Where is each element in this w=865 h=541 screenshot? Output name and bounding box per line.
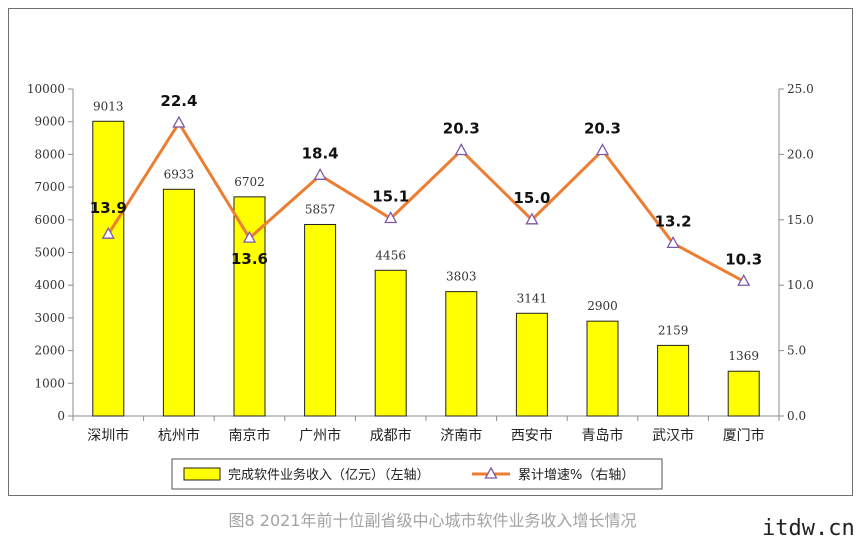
bar	[515, 312, 548, 417]
left-tick-label: 5000	[34, 246, 65, 260]
bar	[727, 370, 760, 417]
line-value-label: 15.1	[372, 187, 409, 205]
left-tick-label: 10000	[27, 82, 65, 96]
growth-line	[107, 121, 745, 283]
bar-value-label: 9013	[93, 99, 124, 113]
line-marker	[101, 226, 115, 239]
legend-line-marker	[484, 466, 498, 479]
bar	[374, 269, 407, 417]
bar-value-label: 1369	[728, 349, 759, 363]
x-tick-label: 南京市	[229, 427, 271, 444]
bar-value-label: 3141	[517, 291, 548, 305]
left-tick-label: 2000	[34, 344, 65, 358]
right-tick-label: 10.0	[787, 278, 814, 292]
x-tick-label: 西安市	[511, 427, 553, 444]
bar	[162, 188, 195, 417]
left-tick-label: 4000	[34, 278, 65, 292]
bar	[657, 344, 690, 417]
line-value-label: 13.6	[231, 250, 268, 268]
line-value-label: 13.9	[90, 199, 127, 217]
line-marker	[595, 143, 610, 156]
left-tick-label: 8000	[34, 147, 65, 161]
bar	[586, 320, 619, 417]
right-tick-label: 15.0	[787, 213, 814, 227]
line-value-label: 15.0	[513, 189, 550, 207]
left-tick-label: 9000	[34, 115, 65, 129]
line-value-label: 13.2	[655, 212, 692, 230]
line-value-label: 20.3	[584, 119, 621, 137]
left-tick-label: 7000	[34, 180, 65, 194]
figure-caption: 图8 2021年前十位副省级中心城市软件业务收入增长情况	[228, 511, 637, 530]
left-tick-label: 1000	[34, 376, 65, 390]
bar-value-label: 6702	[234, 175, 265, 189]
x-tick-label: 厦门市	[723, 427, 765, 444]
bar-value-label: 4456	[375, 248, 406, 262]
bar	[304, 223, 337, 417]
bar-value-label: 2900	[587, 299, 618, 313]
chart-svg: 0 1000 2000 3000 4000 5000 6000 7000 8000 9000 100…	[27, 82, 814, 490]
line-marker	[454, 143, 468, 156]
bar-value-label: 2159	[658, 323, 689, 337]
legend-line-label: 累计增速%（右轴）	[518, 468, 634, 483]
line-marker	[384, 211, 398, 224]
x-tick-label: 广州市	[299, 427, 341, 444]
bar-value-label: 6933	[164, 167, 195, 181]
legend-bar-label: 完成软件业务收入（亿元）（左轴）	[228, 467, 430, 483]
legend-box	[171, 458, 663, 490]
chart-frame: 0 1000 2000 3000 4000 5000 6000 7000 8000 9000 100…	[8, 8, 853, 496]
bar	[445, 291, 478, 417]
line-value-label: 22.4	[160, 92, 197, 110]
line-marker	[666, 235, 680, 248]
line-value-label: 20.3	[443, 119, 480, 137]
left-tick-label: 3000	[34, 311, 65, 325]
line-marker	[737, 273, 751, 286]
x-tick-label: 深圳市	[87, 427, 129, 444]
x-tick-label: 济南市	[440, 427, 482, 444]
right-tick-label: 5.0	[787, 344, 806, 358]
right-tick-label: 25.0	[787, 82, 814, 96]
line-value-label: 18.4	[302, 144, 339, 162]
x-tick-label: 成都市	[370, 427, 412, 444]
line-marker	[172, 115, 186, 128]
right-tick-label: 20.0	[787, 147, 814, 161]
legend-bar-swatch	[183, 467, 221, 481]
line-marker	[242, 230, 257, 243]
watermark: itdw.cn	[762, 516, 855, 541]
x-tick-label: 青岛市	[582, 427, 624, 444]
left-tick-label: 6000	[34, 213, 65, 227]
left-tick-label: 0	[57, 409, 65, 423]
bar-value-label: 5857	[305, 202, 336, 216]
line-value-label: 10.3	[725, 250, 762, 268]
bar	[92, 120, 125, 417]
line-marker	[313, 167, 327, 180]
line-marker	[525, 212, 539, 225]
right-tick-label: 0.0	[787, 409, 806, 423]
x-tick-label: 杭州市	[158, 427, 200, 444]
x-tick-label: 武汉市	[652, 427, 694, 444]
bar-value-label: 3803	[446, 270, 477, 284]
